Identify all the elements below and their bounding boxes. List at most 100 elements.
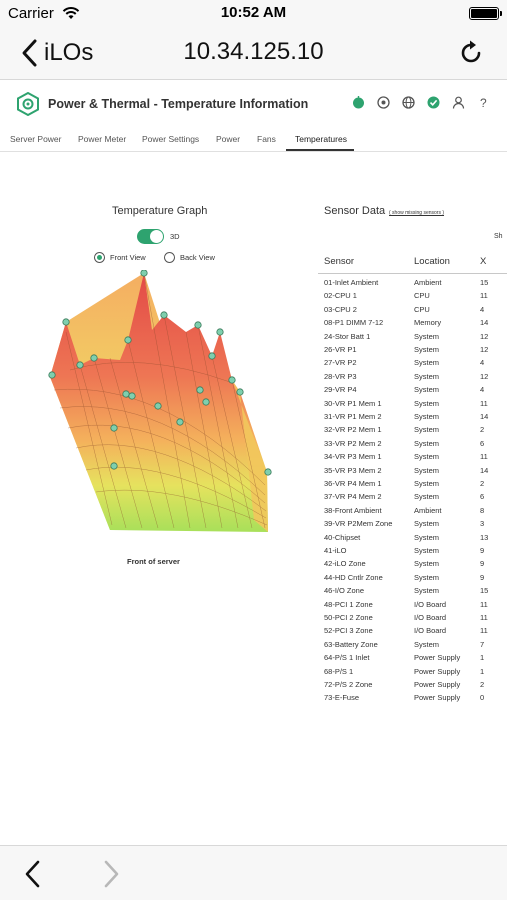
location-cell: System (414, 519, 440, 529)
sensor-cell: 27-VR P2 (324, 358, 357, 368)
help-icon[interactable]: ? (476, 95, 491, 110)
sensor-cell: 39-VR P2Mem Zone (324, 519, 393, 529)
x-cell: 12 (480, 371, 489, 381)
location-cell: System (414, 398, 440, 408)
browser-back-icon[interactable] (22, 859, 42, 889)
location-cell: System (414, 412, 440, 421)
navigation-bar: iLOs 10.34.125.10 (0, 26, 507, 80)
sensor-cell: 73-E-Fuse (324, 693, 360, 703)
sensor-cell: 03-CPU 2 (324, 304, 357, 314)
table-row: 68-P/S 1 Power Supply 1 (318, 665, 507, 678)
sensor-cell: 33-VR P2 Mem 2 (324, 438, 382, 448)
x-cell: 14 (480, 465, 489, 475)
x-cell: 8 (480, 505, 485, 515)
front-view-radio[interactable] (94, 252, 105, 263)
clock: 10:52 AM (220, 4, 287, 21)
x-cell: 1 (480, 653, 485, 663)
carrier-label: Carrier (8, 5, 54, 22)
tab-bar: Server Power Power Meter Power Settings … (0, 130, 507, 152)
tab-power-meter[interactable]: Power Meter (78, 134, 127, 144)
status-bar: Carrier 10:52 AM (0, 0, 507, 26)
surface-front (50, 273, 268, 532)
power-status-icon[interactable] (351, 95, 366, 110)
x-cell: 11 (480, 626, 488, 636)
sensor-cell: 63-Battery Zone (324, 639, 378, 649)
table-row: 37-VR P4 Mem 2 System 6 (318, 490, 507, 503)
truncated-show-button[interactable]: Sh (494, 233, 503, 240)
table-row: 39-VR P2Mem Zone System 3 (318, 517, 507, 530)
header-location[interactable]: Location (414, 256, 450, 267)
web-content: Power & Thermal - Temperature Informatio… (0, 80, 507, 845)
table-row: 41-iLO System 9 (318, 544, 507, 557)
header-x[interactable]: X (480, 256, 487, 267)
location-cell: System (414, 572, 440, 582)
sensor-cell: 08-P1 DIMM 7-12 (324, 318, 384, 328)
table-row: 03-CPU 2 CPU 4 (318, 303, 507, 316)
svg-text:?: ? (480, 96, 487, 110)
x-cell: 15 (480, 278, 489, 287)
active-tab-indicator (286, 149, 354, 151)
location-cell: CPU (414, 291, 430, 301)
sensor-cell: 44-HD Cntlr Zone (324, 572, 383, 582)
sensor-cell: 48-PCI 1 Zone (324, 599, 373, 609)
table-row: 27-VR P2 System 4 (318, 356, 507, 369)
x-cell: 4 (480, 385, 485, 395)
table-row: 32-VR P2 Mem 1 System 2 (318, 423, 507, 436)
x-cell: 11 (480, 613, 488, 622)
temperature-3d-surface[interactable] (40, 270, 290, 540)
tab-fans[interactable]: Fans (257, 134, 276, 144)
sensor-cell: 46-I/O Zone (324, 586, 365, 596)
x-cell: 0 (480, 693, 485, 703)
table-row: 33-VR P2 Mem 2 System 6 (318, 437, 507, 450)
sensor-cell: 31-VR P1 Mem 2 (324, 412, 382, 421)
table-row: 44-HD Cntlr Zone System 9 (318, 571, 507, 584)
sensor-data-title: Sensor Data (324, 205, 386, 217)
header-divider (318, 273, 507, 274)
sensor-cell: 52-PCI 3 Zone (324, 626, 373, 636)
back-view-label: Back View (180, 253, 215, 262)
3d-toggle[interactable] (137, 229, 164, 244)
table-row: 35-VR P3 Mem 2 System 14 (318, 464, 507, 477)
back-view-radio[interactable] (164, 252, 175, 263)
back-label: iLOs (44, 39, 94, 66)
table-row: 42-iLO Zone System 9 (318, 557, 507, 570)
user-icon[interactable] (451, 95, 466, 110)
show-missing-sensors-link[interactable]: ( show missing sensors ) (389, 210, 445, 216)
uid-icon[interactable] (376, 95, 391, 110)
tab-power-settings[interactable]: Power Settings (142, 134, 200, 144)
x-cell: 3 (480, 519, 485, 529)
tab-power[interactable]: Power (216, 134, 241, 144)
location-cell: Power Supply (414, 693, 461, 703)
globe-icon[interactable] (401, 95, 416, 110)
x-cell: 13 (480, 532, 489, 542)
header-sensor[interactable]: Sensor (324, 256, 355, 267)
front-of-server-caption: Front of server (127, 557, 180, 566)
sensor-cell: 24-Stor Batt 1 (324, 331, 371, 341)
x-cell: 9 (480, 572, 485, 582)
chevron-left-icon (22, 39, 37, 67)
sensor-cell: 32-VR P2 Mem 1 (324, 425, 382, 435)
browser-forward-icon[interactable] (102, 859, 122, 889)
sensor-cell: 50-PCI 2 Zone (324, 613, 373, 622)
tab-server-power[interactable]: Server Power (10, 134, 62, 144)
reload-icon[interactable] (457, 39, 485, 67)
x-cell: 12 (480, 345, 489, 354)
x-cell: 11 (480, 398, 488, 408)
x-cell: 2 (480, 680, 485, 689)
sensor-cell: 26-VR P1 (324, 345, 357, 354)
table-row: 50-PCI 2 Zone I/O Board 11 (318, 611, 507, 624)
back-to-ilos-button[interactable]: iLOs (20, 36, 93, 70)
front-view-label: Front View (110, 253, 146, 262)
sensor-cell: 40-Chipset (324, 532, 361, 542)
location-cell: I/O Board (414, 626, 447, 636)
location-cell: Ambient (414, 505, 442, 515)
location-cell: System (414, 438, 440, 448)
location-cell: System (414, 639, 440, 649)
table-row: 24-Stor Batt 1 System 12 (318, 330, 507, 343)
x-cell: 9 (480, 546, 485, 555)
tab-temperatures[interactable]: Temperatures (295, 134, 347, 144)
x-cell: 11 (480, 452, 488, 462)
table-row: 64-P/S 1 Inlet Power Supply 1 (318, 651, 507, 664)
location-cell: System (414, 479, 440, 488)
health-ok-icon[interactable] (426, 95, 441, 110)
